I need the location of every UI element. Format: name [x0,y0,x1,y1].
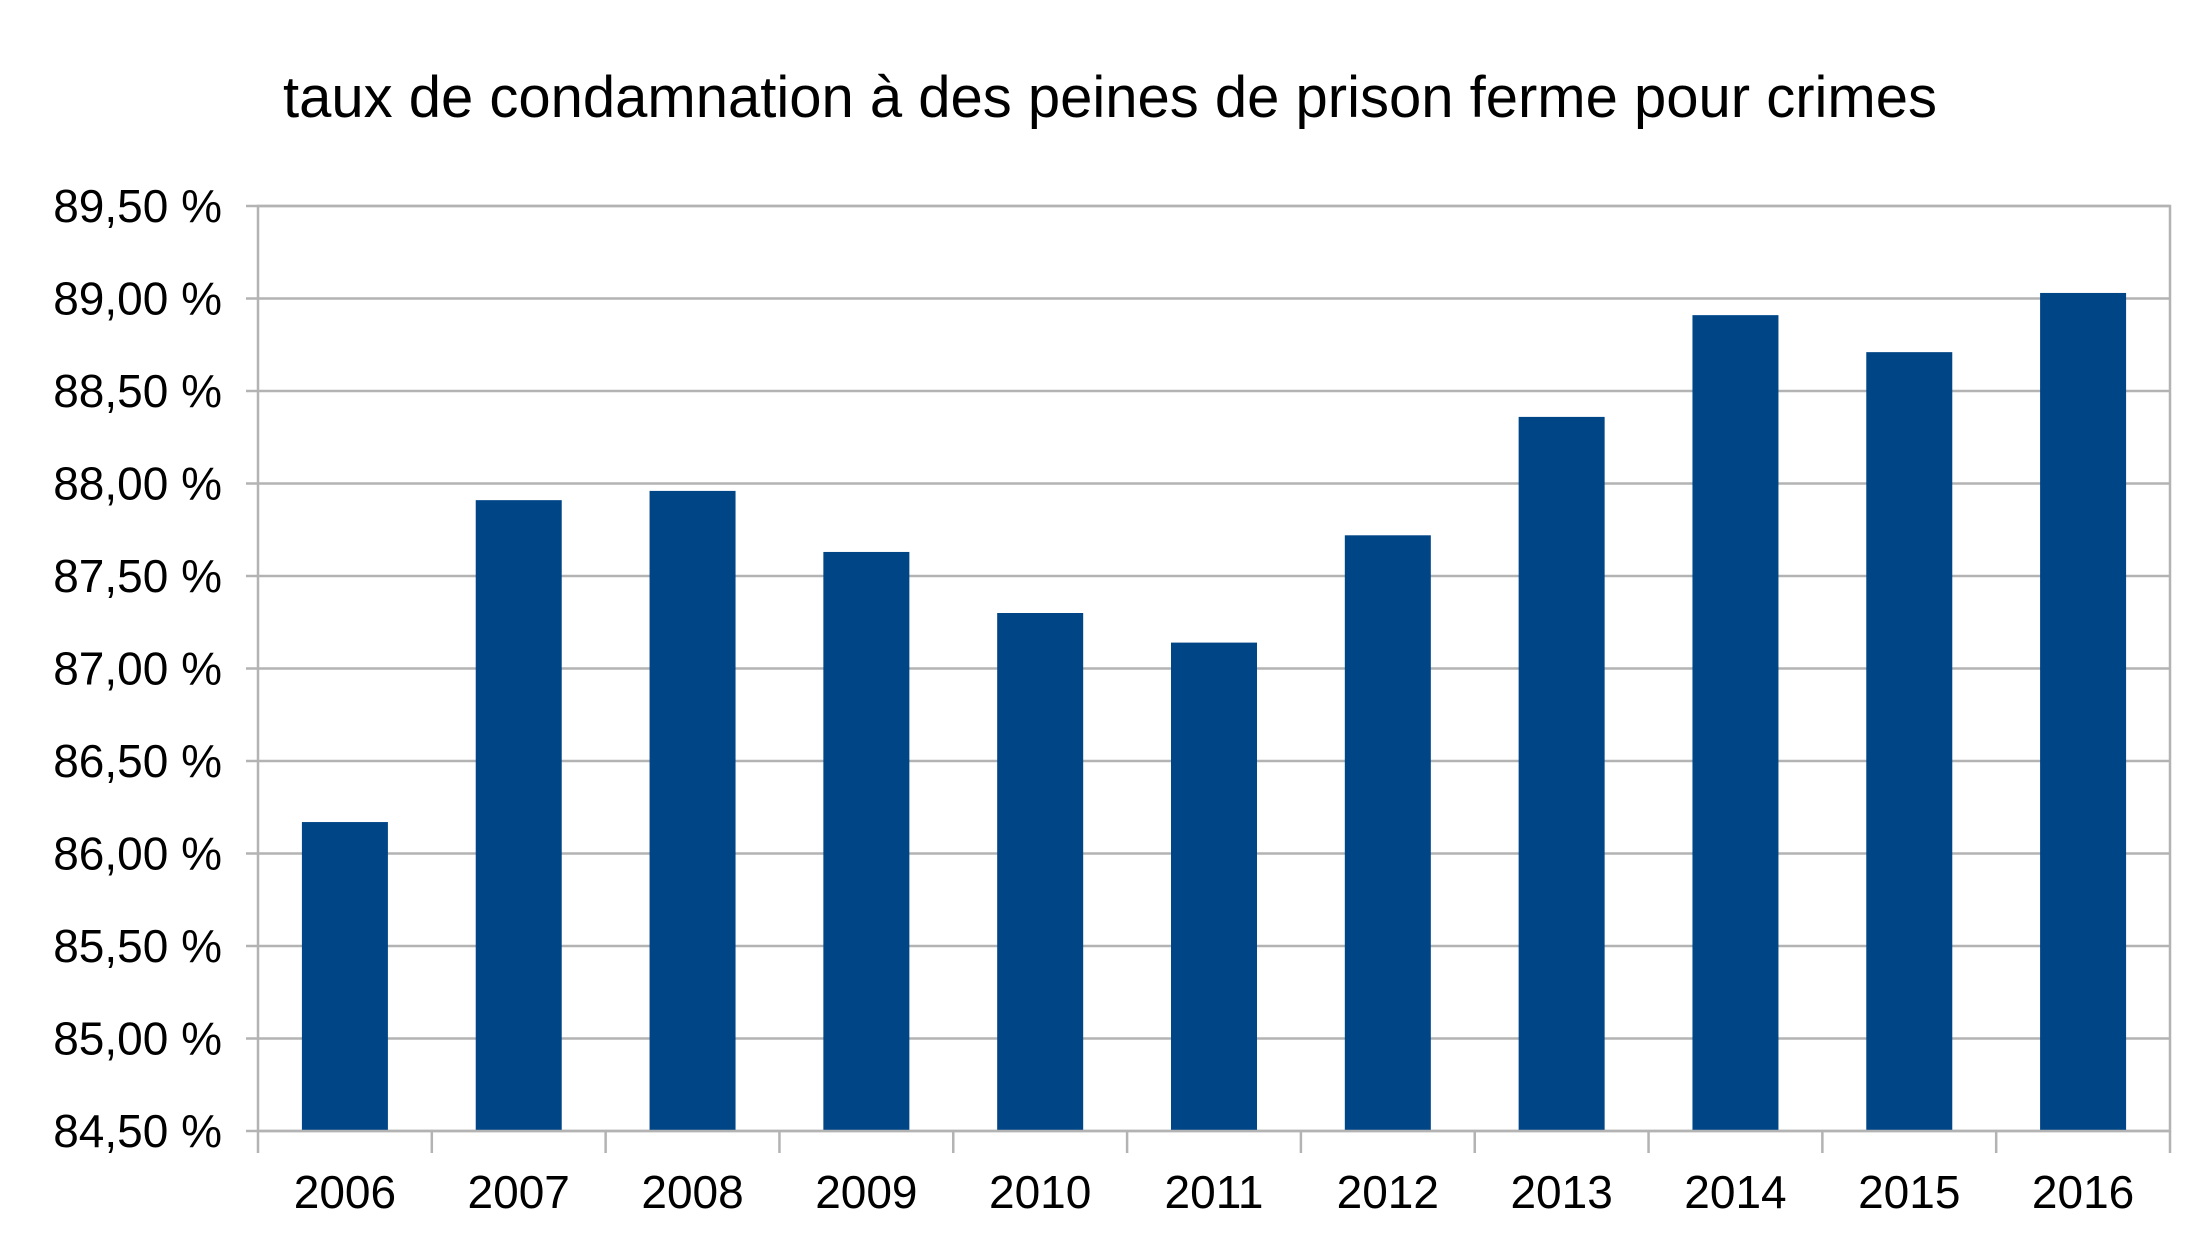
bars [301,292,2127,1131]
y-tick-label: 89,50 % [53,180,222,232]
x-tick-label: 2006 [294,1166,396,1218]
y-tick-label: 89,00 % [53,273,222,325]
bar-2008 [649,490,736,1131]
y-tick-label: 88,00 % [53,458,222,510]
x-axis-tick-labels: 2006 2007 2008 2009 2010 2011 2012 2013 2014 2015… [294,1166,2135,1218]
bar-2011 [1171,642,1257,1131]
bar-2013 [1518,416,1605,1131]
x-tick-label: 2012 [1337,1166,1439,1218]
bar-2007 [475,500,562,1131]
y-tick-label: 85,50 % [53,920,222,972]
chart-title: taux de condamnation à des peines de pri… [283,65,1937,130]
y-tick-label: 86,00 % [53,828,222,880]
x-tick-label: 2010 [989,1166,1091,1218]
y-tick-label: 88,50 % [53,365,222,417]
y-axis-tick-labels: 84,50 % 85,00 % 85,50 % 86,00 % 86,50 % 87,00… [53,180,222,1157]
bar-2015 [1866,352,1953,1131]
plot-frame [256,204,2172,1133]
x-tick-label: 2016 [2032,1166,2134,1218]
y-tick-label: 85,00 % [53,1013,222,1065]
x-tick-label: 2009 [815,1166,917,1218]
bar-2010 [997,613,1084,1131]
x-tick-label: 2014 [1684,1166,1786,1218]
bar-2009 [823,551,910,1131]
y-tick-label: 84,50 % [53,1105,222,1157]
x-tick-label: 2015 [1858,1166,1960,1218]
y-tick-label: 87,00 % [53,643,222,695]
x-tick-label: 2011 [1165,1166,1264,1218]
y-tick-label: 87,50 % [53,550,222,602]
bar-2006 [301,822,388,1131]
bar-2012 [1344,535,1431,1131]
bar-2016 [2040,292,2127,1131]
x-tick-label: 2008 [641,1166,743,1218]
y-tick-label: 86,50 % [53,735,222,787]
bar-2014 [1692,315,1779,1131]
x-tick-label: 2013 [1510,1166,1612,1218]
x-tick-label: 2007 [468,1166,570,1218]
